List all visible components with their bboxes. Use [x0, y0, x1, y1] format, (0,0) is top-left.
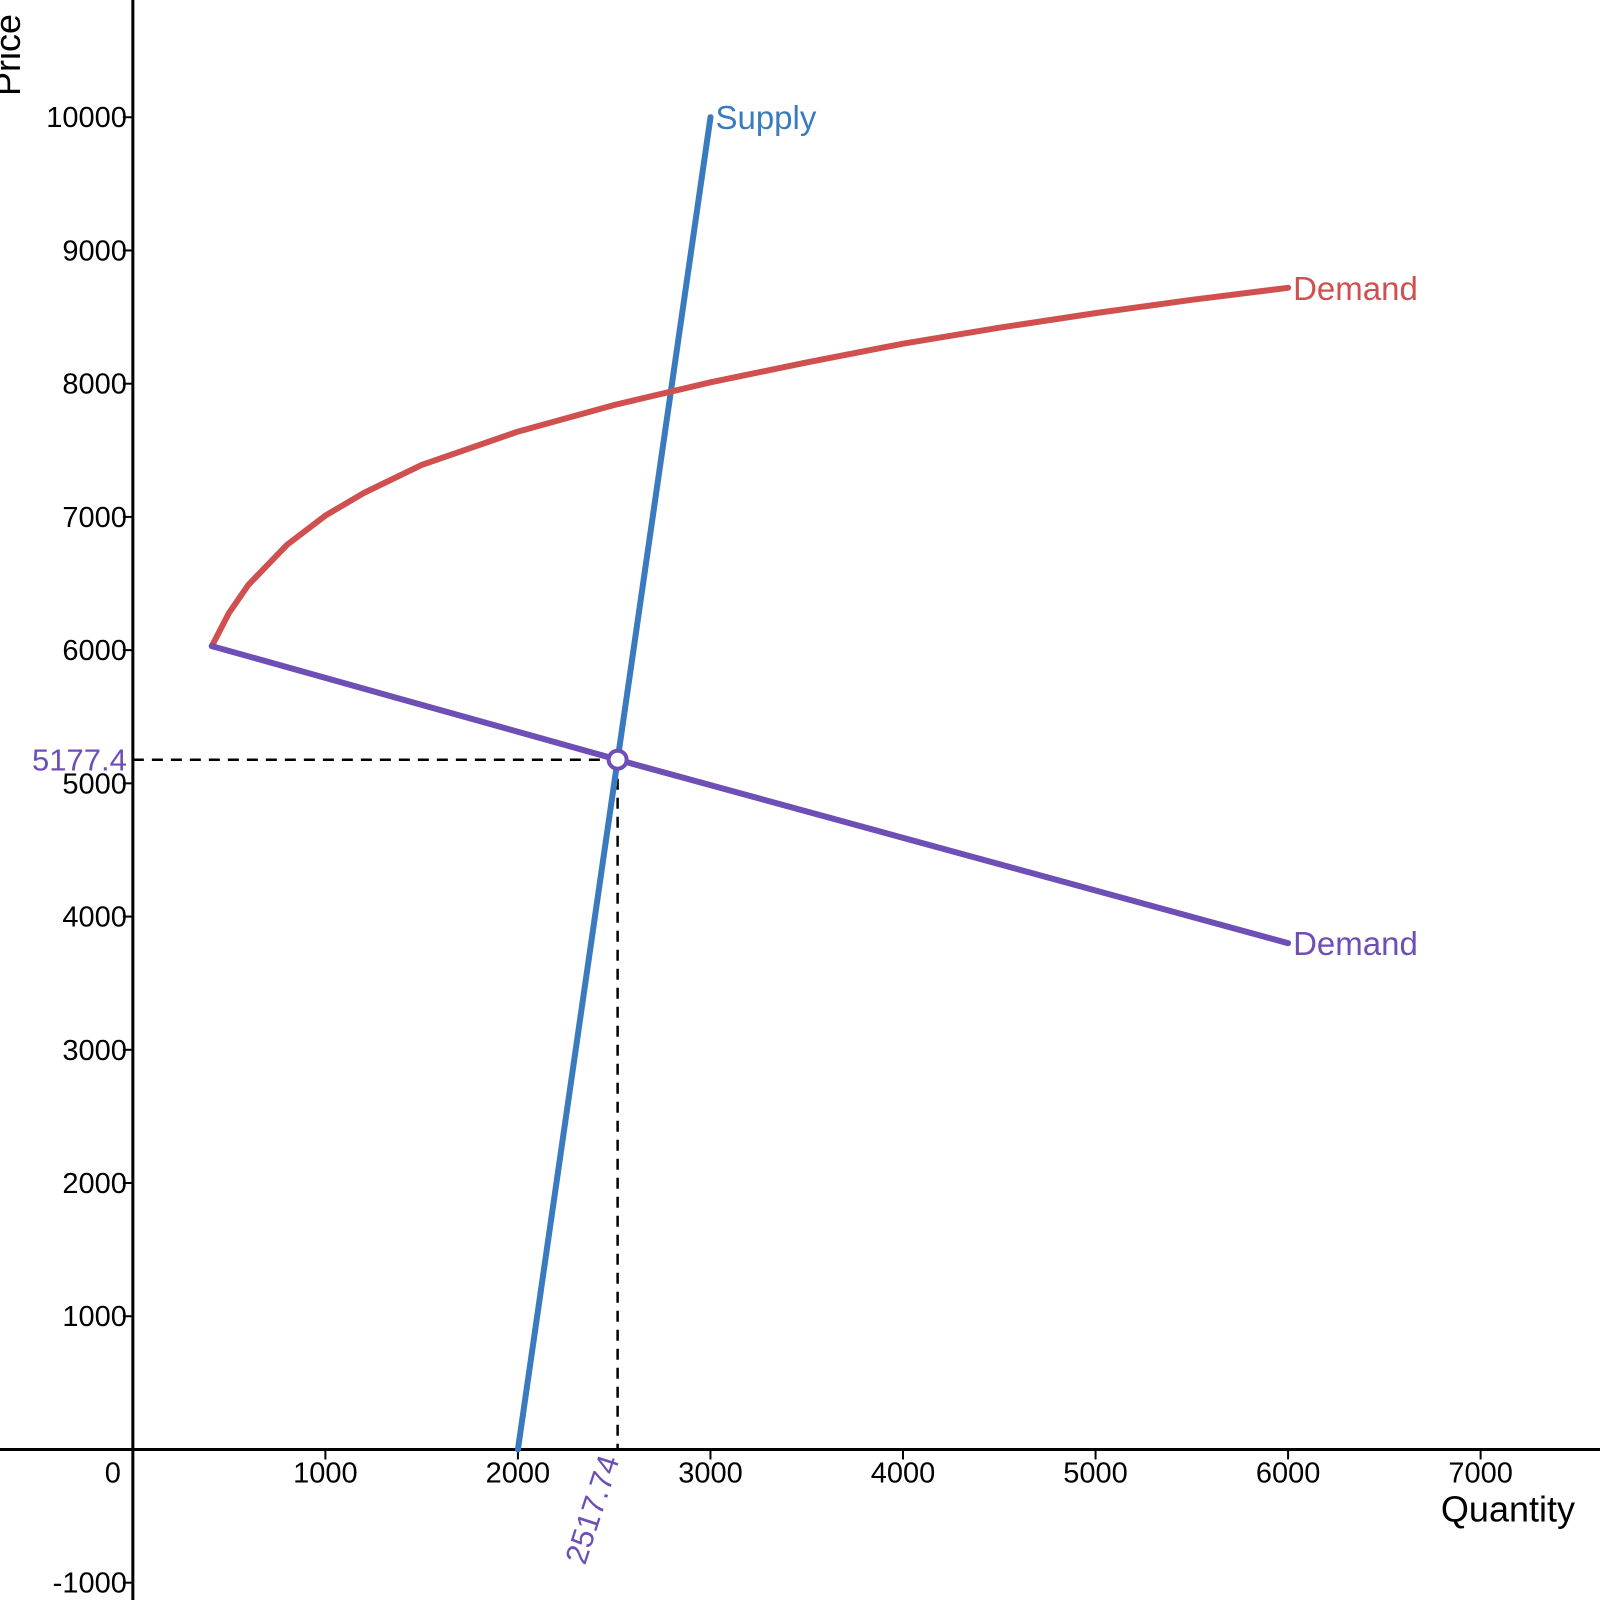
y-tick-label: 2000: [62, 1168, 127, 1200]
y-tick-label: 1000: [62, 1301, 127, 1333]
series-label-supply-0: Supply: [715, 99, 816, 136]
y-tick-label: 8000: [62, 369, 127, 401]
x-tick-label: 2000: [486, 1457, 551, 1489]
series-line-demand-1: [208, 284, 1292, 650]
equilibrium-guides: [132, 758, 619, 1450]
y-tick-label: 3000: [62, 1035, 127, 1067]
equilibrium-point: [606, 748, 629, 771]
x-tick-label: 7000: [1448, 1457, 1513, 1489]
series-label-demand-1: Demand: [1293, 270, 1418, 307]
x-tick-label: 1000: [293, 1457, 358, 1489]
series-labels: Supply Demand Demand 5177.4 2517.74: [32, 99, 1418, 1568]
y-tick-label: 7000: [62, 502, 127, 534]
y-tick-label: 9000: [62, 235, 127, 267]
x-axis-title: Quantity: [1441, 1488, 1575, 1529]
y-axis-title: Price: [0, 14, 28, 96]
series-line-demand-2: [208, 643, 1292, 947]
series: [208, 114, 1292, 1453]
y-tick-label: 6000: [62, 635, 127, 667]
y-tick-label: -1000: [53, 1568, 127, 1600]
x-tick-label: 3000: [678, 1457, 743, 1489]
y-tick-label: 5000: [62, 768, 127, 800]
x-tick-label: 5000: [1063, 1457, 1128, 1489]
series-label-demand-2: Demand: [1293, 925, 1418, 962]
equilibrium-price-label: 5177.4: [32, 743, 127, 778]
series-line-supply-0: [514, 114, 714, 1453]
x-tick-label: 0: [105, 1457, 121, 1489]
x-tick-label: 4000: [871, 1457, 936, 1489]
y-tick-label: 10000: [46, 102, 127, 134]
equilibrium-quantity-label: 2517.74: [558, 1451, 626, 1568]
x-tick-label: 6000: [1256, 1457, 1321, 1489]
axis-ticks: 0 1000 2000 3000 4000 5000 6000 7000 -1000 1000 20…: [46, 102, 1513, 1599]
y-tick-label: 4000: [62, 902, 127, 934]
